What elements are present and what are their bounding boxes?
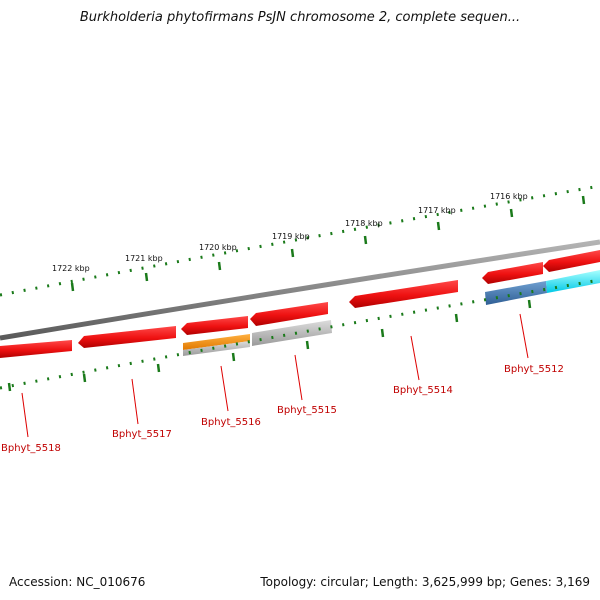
topology-summary: Topology: circular; Length: 3,625,999 bp… [260,575,590,589]
gene-label[interactable]: Bphyt_5518 [1,443,61,454]
feature-steelblue[interactable] [485,281,547,305]
gene-label[interactable]: Bphyt_5516 [201,417,261,428]
scale-label: 1716 kbp [490,192,528,201]
gene-arrow-bphyt-5515[interactable] [250,302,328,326]
gene-leader-lines [21,313,529,438]
accession-text: Accession: NC_010676 [9,575,146,589]
gene-arrow-bphyt-5516[interactable] [181,316,248,335]
feature-track [183,270,600,356]
scale-label: 1722 kbp [52,264,90,273]
forward-gene-track [0,250,600,358]
scale-label: 1718 kbp [345,219,383,228]
gene-label[interactable]: Bphyt_5517 [112,429,172,440]
outer-scale-ruler [0,184,600,297]
gene-label[interactable]: Bphyt_5514 [393,385,453,396]
scale-label: 1717 kbp [418,206,456,215]
outer-major-ticks [70,195,586,292]
gene-label[interactable]: Bphyt_5512 [504,364,564,375]
scale-label: 1721 kbp [125,254,163,263]
gene-arrow-bphyt-5512[interactable] [482,262,543,284]
gene-arrow-offscreen[interactable] [543,250,600,272]
map-title: Burkholderia phytofirmans PsJN chromosom… [79,10,521,25]
gene-label[interactable]: Bphyt_5515 [277,405,337,416]
gene-arrow-bphyt-5517[interactable] [78,326,176,348]
feature-gray-small[interactable] [183,341,250,356]
chromosome-backbone [0,239,600,341]
feature-gray[interactable] [252,320,332,346]
gene-arrow-bphyt-5514[interactable] [349,280,458,308]
feature-cyan[interactable] [546,270,600,293]
scale-label: 1719 kbp [272,232,310,241]
inner-scale-ruler [0,278,600,390]
scale-label: 1720 kbp [199,243,237,252]
feature-orange[interactable] [183,334,250,350]
gene-arrow-bphyt-5518[interactable] [0,340,72,358]
inner-major-ticks [7,299,532,392]
